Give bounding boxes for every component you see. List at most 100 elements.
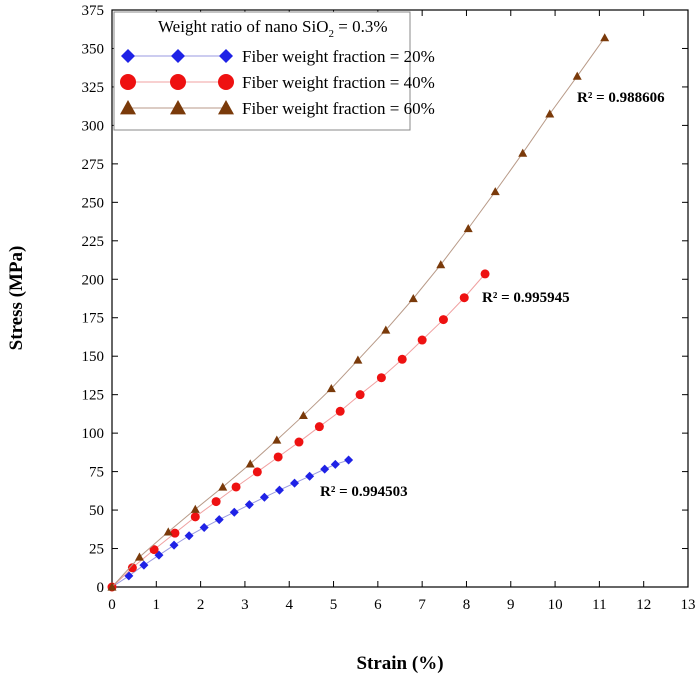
legend-label: Fiber weight fraction = 20%: [242, 47, 435, 66]
data-point: [438, 315, 448, 325]
r2-annotations: R² = 0.994503 R² = 0.995945 R² = 0.988606: [320, 90, 665, 500]
data-point: [139, 560, 149, 570]
data-point: [355, 390, 365, 400]
data-point: [134, 552, 144, 561]
data-point: [335, 406, 345, 416]
x-axis-title: Strain (%): [356, 653, 443, 674]
data-point: [436, 260, 446, 269]
x-tick-label: 6: [374, 597, 382, 613]
data-point: [463, 223, 473, 233]
data-point: [294, 437, 304, 447]
series-1: [107, 455, 354, 592]
x-tick-label: 13: [681, 597, 696, 613]
x-tick-label: 3: [241, 597, 249, 613]
series-line: [111, 273, 486, 588]
legend-marker: [120, 74, 136, 90]
data-point: [107, 582, 117, 591]
data-point: [245, 459, 255, 468]
x-tick-label: 4: [285, 597, 293, 613]
series-layer: [107, 33, 610, 592]
series-2: [107, 269, 490, 592]
legend-marker: [170, 74, 186, 90]
r2-label-1: R² = 0.994503: [320, 484, 408, 500]
data-point: [272, 435, 282, 444]
data-point: [211, 497, 221, 507]
data-point: [273, 452, 283, 462]
y-tick-label: 175: [82, 311, 105, 327]
data-point: [214, 515, 224, 525]
y-tick-label: 75: [89, 465, 104, 481]
data-point: [127, 563, 137, 573]
x-tick-label: 9: [507, 597, 515, 613]
data-point: [218, 482, 228, 491]
data-point: [190, 512, 200, 522]
data-point: [490, 187, 500, 196]
data-point: [480, 269, 490, 279]
x-tick-label: 2: [197, 597, 205, 613]
legend-entry-3: Fiber weight fraction = 60%: [120, 99, 435, 118]
legend-label: Fiber weight fraction = 60%: [242, 99, 435, 118]
legend-marker: [218, 74, 234, 90]
y-tick-label: 100: [82, 426, 105, 442]
data-point: [124, 571, 134, 581]
y-tick-label: 50: [89, 503, 104, 519]
data-point: [320, 464, 330, 474]
y-tick-label: 275: [82, 157, 105, 173]
data-point: [163, 527, 173, 536]
data-point: [376, 373, 386, 383]
x-tick-label: 8: [463, 597, 471, 613]
x-tick-label: 7: [418, 597, 426, 613]
legend-marker: [219, 49, 233, 63]
data-point: [244, 500, 254, 510]
x-tick-label: 12: [636, 597, 651, 613]
data-point: [326, 384, 336, 393]
data-point: [199, 522, 209, 532]
data-point: [545, 109, 555, 118]
data-point: [459, 293, 469, 303]
legend-marker: [218, 100, 234, 115]
data-point: [184, 531, 194, 541]
y-axis-title: Stress (MPa): [6, 246, 27, 351]
x-tick-label: 1: [153, 597, 161, 613]
data-point: [290, 478, 300, 488]
y-tick-label: 25: [89, 542, 104, 558]
data-point: [600, 33, 610, 42]
legend-entries: Fiber weight fraction = 20% Fiber weight …: [120, 47, 435, 118]
y-tick-label: 250: [82, 195, 105, 211]
legend-label: Fiber weight fraction = 40%: [242, 73, 435, 92]
x-tick-label: 10: [548, 597, 563, 613]
data-point: [229, 507, 239, 517]
y-tick-label: 300: [82, 118, 105, 134]
r2-label-2: R² = 0.995945: [482, 290, 570, 306]
plot-area: [111, 9, 689, 588]
y-tick-label: 375: [82, 3, 105, 19]
y-tick-label: 125: [82, 388, 105, 404]
r2-label-3: R² = 0.988606: [577, 90, 665, 106]
data-point: [231, 482, 241, 492]
data-point: [381, 325, 391, 334]
y-axis-ticks: 0 25 50 75 100 125 150 175 200 225 250 275 300 325 350…: [82, 3, 688, 596]
data-point: [169, 540, 179, 550]
data-point: [353, 355, 363, 364]
legend-title: Weight ratio of nano SiO2 = 0.3%: [158, 17, 388, 40]
legend-entry-1: Fiber weight fraction = 20%: [121, 47, 435, 66]
data-point: [274, 485, 284, 495]
x-tick-label: 11: [592, 597, 606, 613]
x-tick-label: 5: [330, 597, 338, 613]
data-point: [298, 410, 308, 420]
y-tick-label: 0: [97, 580, 105, 596]
data-point: [190, 504, 200, 513]
series-3: [107, 33, 610, 591]
data-point: [314, 422, 324, 432]
data-point: [305, 471, 315, 481]
data-point: [330, 459, 340, 469]
data-point: [572, 71, 582, 80]
y-tick-label: 200: [82, 272, 105, 288]
legend-marker: [121, 49, 135, 63]
data-point: [149, 545, 159, 555]
x-tick-label: 0: [108, 597, 116, 613]
y-tick-label: 150: [82, 349, 105, 365]
series-line: [111, 459, 349, 588]
y-tick-label: 325: [82, 80, 105, 96]
